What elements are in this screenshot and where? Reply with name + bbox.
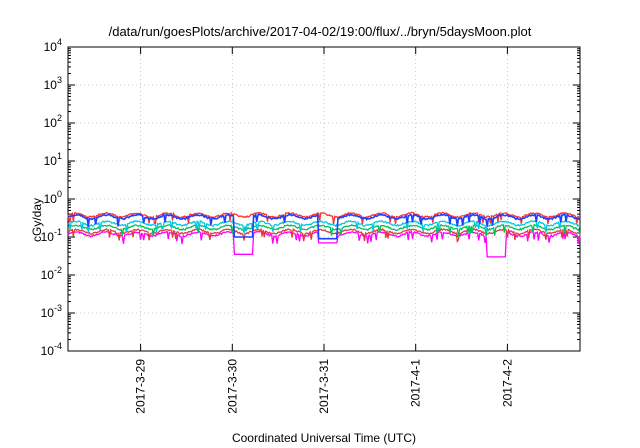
y-tick-label: 102 (44, 113, 62, 130)
series-line-6 (67, 212, 581, 240)
x-tick-label: 2017-3-30 (225, 359, 239, 414)
chart-title: /data/run/goesPlots/archive/2017-04-02/1… (108, 24, 532, 39)
x-axis-label: Coordinated Universal Time (UTC) (231, 431, 417, 445)
y-tick-label: 103 (44, 75, 62, 92)
y-tick-label: 104 (44, 37, 62, 54)
x-tick-label: 2017-4-2 (500, 359, 514, 407)
series-line-5 (67, 211, 581, 225)
series-line-4 (67, 219, 581, 234)
y-tick-label: 10-4 (41, 341, 62, 358)
x-tick-label: 2017-3-29 (134, 359, 148, 414)
x-tick-label: 2017-3-31 (317, 359, 331, 414)
y-tick-label: 101 (44, 151, 62, 168)
y-axis-label: cGy/day (30, 198, 44, 243)
y-tick-label: 10-2 (41, 265, 62, 282)
y-tick-label: 100 (44, 189, 62, 206)
y-tick-label: 10-1 (41, 227, 62, 244)
series-line-3 (67, 223, 581, 238)
y-tick-label: 10-3 (41, 303, 62, 320)
x-tick-label: 2017-4-1 (409, 359, 423, 407)
